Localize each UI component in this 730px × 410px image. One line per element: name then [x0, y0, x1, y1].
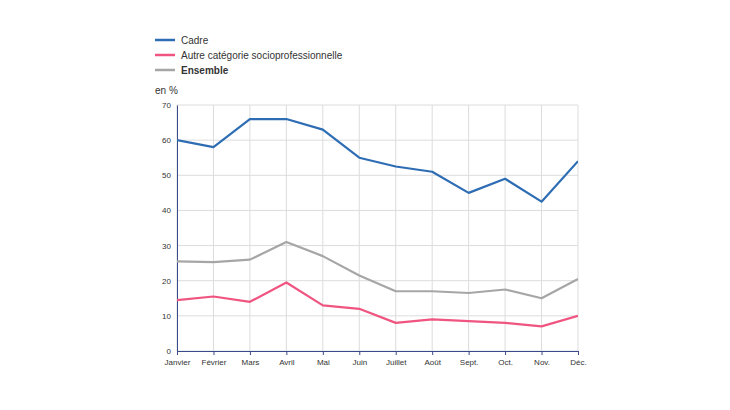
x-tick-mark: [542, 351, 543, 355]
x-tick: Déc.: [570, 351, 586, 367]
grid: [177, 105, 578, 351]
y-tick-label: 50: [162, 171, 171, 180]
grid-line: [359, 105, 360, 351]
y-tick-label: 0: [167, 347, 172, 356]
lines: [177, 119, 578, 326]
x-tick: Janvier: [165, 351, 191, 367]
x-tick-label: Février: [202, 358, 227, 367]
grid-line: [505, 105, 506, 351]
y-tick-label: 40: [162, 206, 171, 215]
x-axis-line: [178, 351, 579, 352]
x-tick-label: Août: [424, 358, 441, 367]
x-tick: Mai: [317, 351, 330, 367]
grid-line: [468, 105, 469, 351]
x-tick-mark: [396, 351, 397, 355]
x-tick-label: Oct.: [498, 358, 513, 367]
x-tick-mark: [469, 351, 470, 355]
x-tick: Mars: [242, 351, 260, 367]
grid-line: [177, 210, 578, 211]
x-tick: Juillet: [386, 351, 407, 367]
grid-line: [177, 105, 578, 106]
x-tick-mark: [505, 351, 506, 355]
y-tick: 10: [162, 312, 177, 321]
y-tick: 40: [162, 206, 177, 215]
x-tick-mark: [323, 351, 324, 355]
x-tick-mark: [177, 351, 178, 355]
grid-line: [177, 140, 578, 141]
legend-label: Ensemble: [181, 65, 229, 76]
x-tick: Avril: [279, 351, 295, 367]
x-tick: Nov.: [534, 351, 550, 367]
x-tick-mark: [250, 351, 251, 355]
x-tick-label: Déc.: [570, 358, 586, 367]
grid-line: [432, 105, 433, 351]
x-tick-mark: [359, 351, 360, 355]
grid-line: [322, 105, 323, 351]
legend: Cadre Autre catégorie socioprofessionnell…: [155, 35, 343, 76]
y-tick-label: 30: [162, 242, 171, 251]
y-tick: 70: [162, 101, 177, 110]
x-tick-mark: [578, 351, 579, 355]
x-tick-mark: [286, 351, 287, 355]
grid-line: [541, 105, 542, 351]
y-tick: 20: [162, 277, 177, 286]
y-tick: 60: [162, 136, 177, 145]
legend-swatch: [155, 69, 175, 72]
x-tick-label: Avril: [279, 358, 295, 367]
grid-line: [177, 351, 578, 352]
x-tick-mark: [432, 351, 433, 355]
x-tick-mark: [213, 351, 214, 355]
grid-line: [249, 105, 250, 351]
series-line: [177, 282, 578, 326]
y-tick: 0: [167, 347, 177, 356]
series-line: [177, 119, 578, 202]
x-tick: Août: [424, 351, 441, 367]
x-tick: Février: [202, 351, 227, 367]
x-tick-label: Nov.: [534, 358, 550, 367]
y-tick-label: 10: [162, 312, 171, 321]
x-tick-label: Janvier: [165, 358, 191, 367]
chart: 0 10 20 30 40 50 60 70 Janvier Février Mars Avril Ma…: [0, 0, 730, 410]
grid-line: [177, 245, 578, 246]
x-tick: Juin: [352, 351, 367, 367]
legend-label: Autre catégorie socioprofessionnelle: [181, 50, 343, 61]
x-tick-label: Mars: [242, 358, 260, 367]
grid-line: [395, 105, 396, 351]
x-tick: Oct.: [498, 351, 513, 367]
grid-line: [286, 105, 287, 351]
grid-line: [213, 105, 214, 351]
y-axis-title: en %: [155, 85, 178, 96]
y-tick: 30: [162, 242, 177, 251]
y-tick-label: 20: [162, 277, 171, 286]
series-line: [177, 242, 578, 298]
grid-line: [177, 105, 178, 351]
legend-swatch: [155, 54, 175, 57]
y-tick-label: 70: [162, 101, 171, 110]
legend-swatch: [155, 39, 175, 42]
x-tick-label: Juin: [352, 358, 367, 367]
y-tick: 50: [162, 171, 177, 180]
grid-line: [177, 175, 578, 176]
y-tick-label: 60: [162, 136, 171, 145]
y-axis-line: [177, 106, 178, 352]
legend-label: Cadre: [181, 35, 209, 46]
x-tick: Sept.: [460, 351, 479, 367]
x-axis: Janvier Février Mars Avril Mai Juin Juillet Aoû…: [165, 351, 587, 367]
grid-line: [578, 105, 579, 351]
x-tick-label: Mai: [317, 358, 330, 367]
y-axis: 0 10 20 30 40 50 60 70: [162, 101, 177, 356]
x-tick-label: Sept.: [460, 358, 479, 367]
grid-line: [177, 280, 578, 281]
x-tick-label: Juillet: [386, 358, 407, 367]
